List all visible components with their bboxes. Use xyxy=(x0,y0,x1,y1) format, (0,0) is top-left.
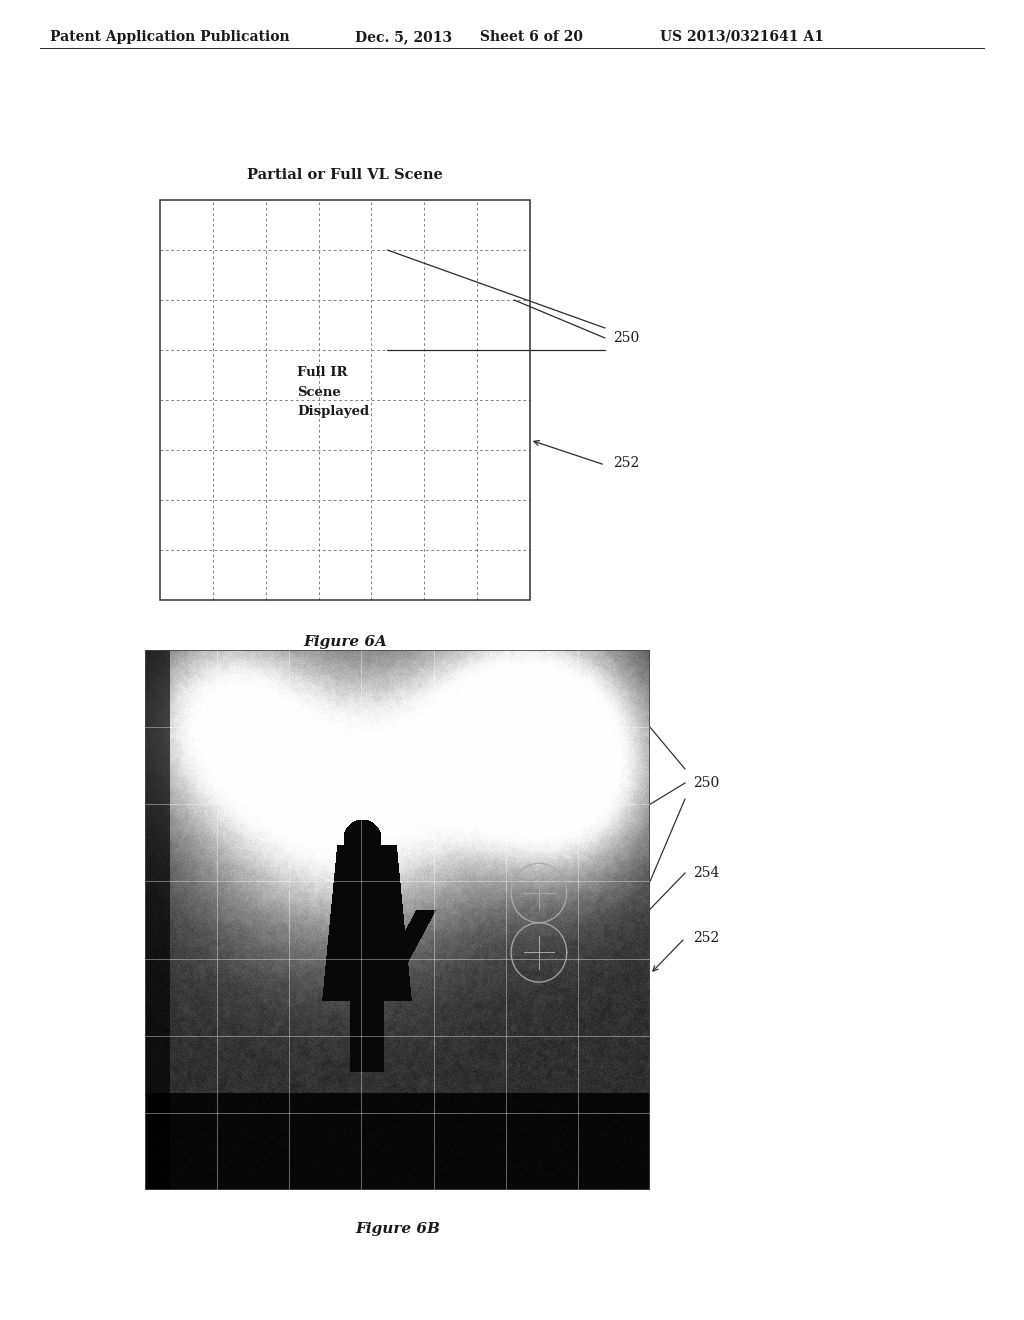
Text: Figure 6B: Figure 6B xyxy=(355,1222,440,1236)
Text: Figure 6A: Figure 6A xyxy=(303,635,387,649)
Text: Sheet 6 of 20: Sheet 6 of 20 xyxy=(480,30,583,44)
Text: 252: 252 xyxy=(693,931,719,945)
Text: 254: 254 xyxy=(693,866,720,880)
Text: Patent Application Publication: Patent Application Publication xyxy=(50,30,290,44)
Text: 252: 252 xyxy=(613,455,639,470)
Bar xyxy=(160,201,530,601)
Text: 250: 250 xyxy=(613,331,639,345)
Text: US 2013/0321641 A1: US 2013/0321641 A1 xyxy=(660,30,824,44)
Text: 250: 250 xyxy=(693,776,719,789)
Text: Partial or Full VL Scene: Partial or Full VL Scene xyxy=(247,168,443,182)
Text: Full IR
Scene
Displayed: Full IR Scene Displayed xyxy=(297,367,369,417)
Text: Dec. 5, 2013: Dec. 5, 2013 xyxy=(355,30,453,44)
